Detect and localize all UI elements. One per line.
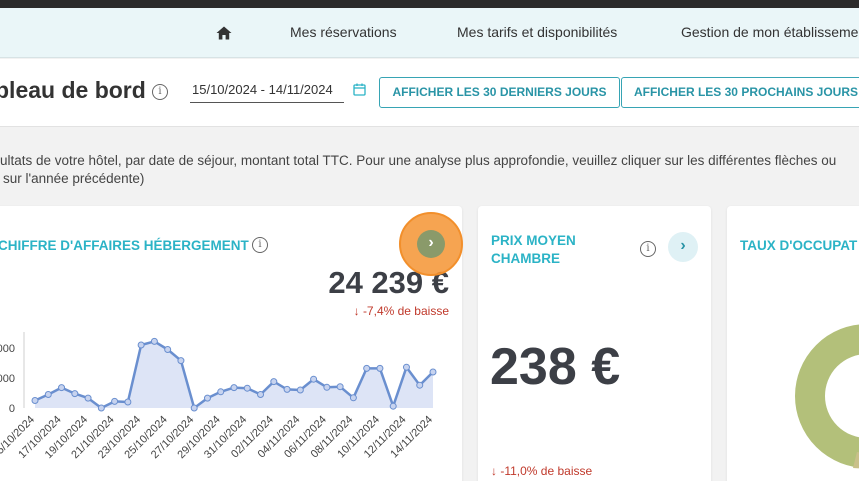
data-point xyxy=(124,398,132,406)
revenue-trend-label: -7,4% de baisse xyxy=(362,304,449,318)
avg-price-card-title: PRIX MOYEN CHAMBRE xyxy=(491,232,576,268)
data-point xyxy=(203,394,211,402)
occupancy-card-title: TAUX D'OCCUPAT xyxy=(740,238,858,253)
data-point xyxy=(243,384,251,392)
last-30-days-button[interactable]: AFFICHER LES 30 DERNIERS JOURS xyxy=(379,77,620,108)
arrow-down-icon: ↓ xyxy=(491,464,501,478)
y-tick-label: 000 xyxy=(0,373,15,385)
avg-price-trend: ↓ -11,0% de baisse xyxy=(491,464,592,478)
dashboard-toolbar: bleau de bord i 15/10/2024 - 14/11/2024 … xyxy=(0,59,859,127)
data-point xyxy=(177,357,185,365)
window-top-strip xyxy=(0,0,859,8)
chevron-right-icon[interactable]: › xyxy=(417,230,445,258)
revenue-chart: 00002 00015/10/202417/10/202419/10/20242… xyxy=(0,332,437,461)
arrow-down-icon: ↓ xyxy=(353,304,363,318)
data-point xyxy=(429,368,437,376)
data-point xyxy=(389,402,397,410)
data-point xyxy=(137,341,145,349)
avg-price-title-line-1: PRIX MOYEN xyxy=(491,233,576,248)
avg-price-trend-label: -11,0% de baisse xyxy=(500,464,593,478)
next-30-days-button[interactable]: AFFICHER LES 30 PROCHAINS JOURS xyxy=(621,77,859,108)
avg-price-card: PRIX MOYEN CHAMBRE i › 238 € ↓ -11,0% de… xyxy=(478,206,711,481)
revenue-area xyxy=(35,341,433,408)
info-icon[interactable]: i xyxy=(152,84,168,100)
calendar-icon[interactable] xyxy=(353,83,366,96)
data-point xyxy=(310,375,318,383)
data-point xyxy=(376,364,384,372)
revenue-card: CHIFFRE D'AFFAIRES HÉBERGEMENT i 24 239 … xyxy=(0,206,462,481)
revenue-trend: ↓ -7,4% de baisse xyxy=(354,304,449,318)
data-point xyxy=(164,346,172,353)
date-range-input[interactable]: 15/10/2024 - 14/11/2024 xyxy=(190,79,344,103)
data-point xyxy=(257,391,265,398)
data-point xyxy=(150,337,158,345)
data-point xyxy=(71,390,79,398)
nav-item-gestion[interactable]: Gestion de mon établisseme xyxy=(681,24,859,40)
main-navigation: Mes réservations Mes tarifs et disponibi… xyxy=(0,8,859,58)
revenue-card-title: CHIFFRE D'AFFAIRES HÉBERGEMENT xyxy=(0,238,249,253)
data-point xyxy=(230,384,238,392)
occupancy-card: TAUX D'OCCUPAT xyxy=(727,206,859,481)
click-highlight: › xyxy=(399,212,463,276)
data-point xyxy=(97,404,105,412)
y-tick-label: 0 xyxy=(9,403,15,415)
data-point xyxy=(323,383,331,391)
description-line-1: ultats de votre hôtel, par date de séjou… xyxy=(0,153,837,168)
avg-price-title-line-2: CHAMBRE xyxy=(491,251,560,266)
page-title: bleau de bord xyxy=(0,77,146,103)
data-point xyxy=(416,381,424,389)
data-point xyxy=(336,383,344,391)
occupancy-donut xyxy=(795,324,859,469)
home-icon[interactable] xyxy=(216,25,232,41)
data-point xyxy=(296,386,304,394)
description-line-2: sur l'année précédente) xyxy=(3,171,145,186)
data-point xyxy=(363,364,371,372)
data-point xyxy=(190,404,198,412)
data-point xyxy=(84,394,92,402)
data-point xyxy=(270,378,278,386)
info-icon[interactable]: i xyxy=(252,237,268,253)
data-point xyxy=(283,385,291,393)
avg-price-value: 238 € xyxy=(490,338,621,396)
data-point xyxy=(402,363,410,371)
info-icon[interactable]: i xyxy=(640,241,656,257)
dashboard-description: ultats de votre hôtel, par date de séjou… xyxy=(0,152,859,188)
data-point xyxy=(111,397,119,405)
data-point xyxy=(349,394,357,402)
chevron-right-icon[interactable]: › xyxy=(668,232,698,262)
data-point xyxy=(217,388,225,396)
y-tick-label: 2 000 xyxy=(0,343,15,355)
data-point xyxy=(31,397,39,404)
data-point xyxy=(44,391,52,398)
data-point xyxy=(58,384,66,392)
nav-item-reservations[interactable]: Mes réservations xyxy=(290,24,397,40)
nav-item-tarifs[interactable]: Mes tarifs et disponibilités xyxy=(457,24,618,40)
